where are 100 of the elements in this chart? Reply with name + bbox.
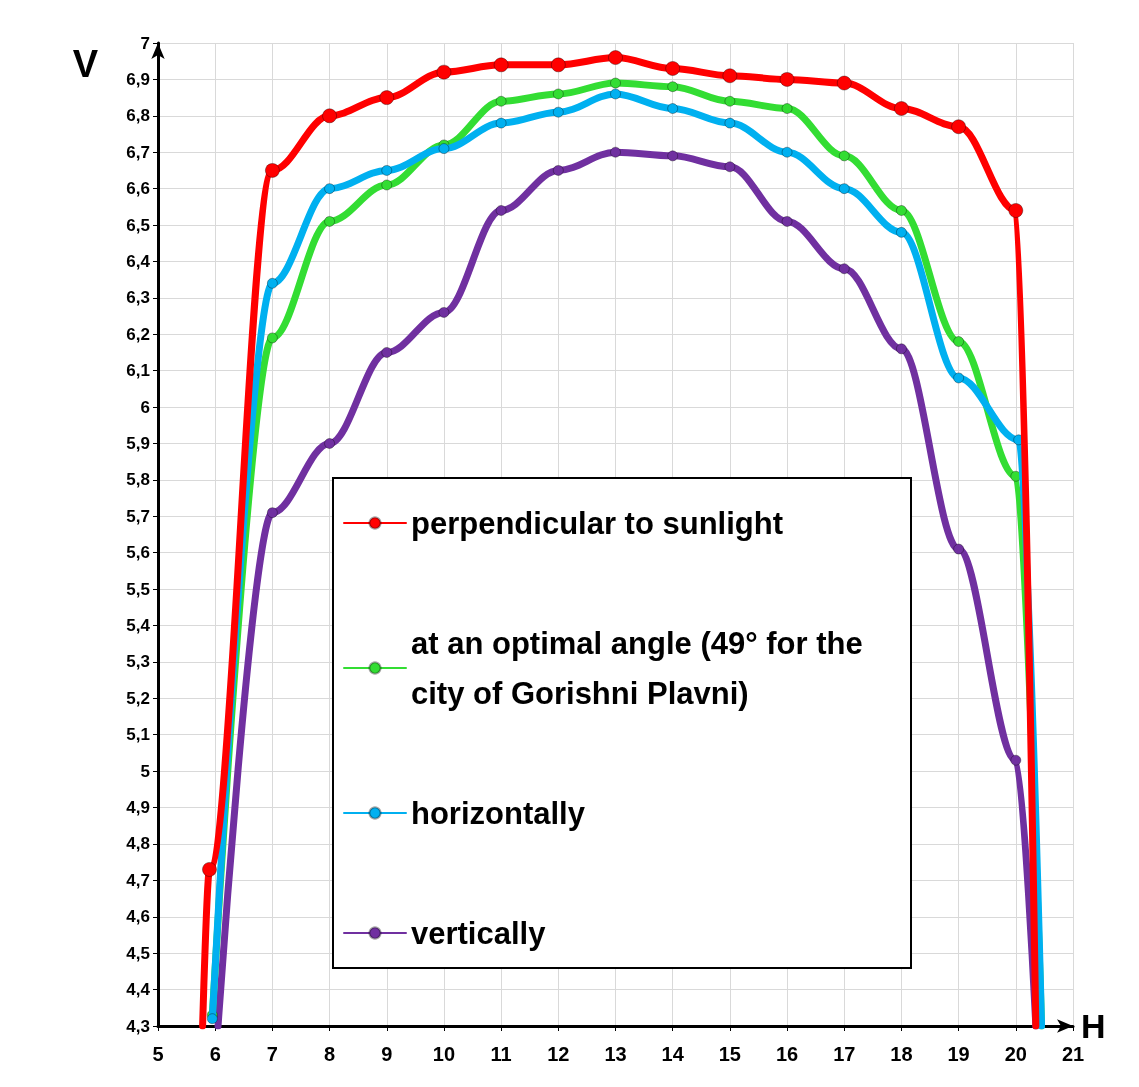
y-tick-label: 4,8 <box>126 834 150 854</box>
point <box>381 164 393 176</box>
y-tick-label: 6,8 <box>126 106 150 126</box>
x-tick-label: 6 <box>209 1043 221 1065</box>
point <box>495 117 507 129</box>
y-tick-label: 5,1 <box>126 725 150 745</box>
point <box>781 103 793 115</box>
y-tick-label: 4,3 <box>126 1016 150 1036</box>
point <box>953 543 965 555</box>
point <box>550 57 566 73</box>
legend-label: horizontally <box>411 795 586 831</box>
y-tick-label: 6,2 <box>126 324 150 344</box>
y-tick-label: 5,4 <box>126 616 151 636</box>
y-tick-label: 5,6 <box>126 543 150 563</box>
y-tick-label: 6,1 <box>126 361 150 381</box>
y-tick-label: 6,6 <box>126 179 150 199</box>
point <box>438 306 450 318</box>
x-tick-label: 21 <box>1061 1043 1085 1065</box>
point <box>951 119 967 135</box>
y-tick-label: 4,5 <box>126 943 150 963</box>
x-tick-label: 18 <box>890 1043 913 1065</box>
point <box>324 183 336 195</box>
point <box>381 346 393 358</box>
x-tick-label: 9 <box>381 1043 393 1065</box>
point <box>781 146 793 158</box>
point <box>201 861 217 877</box>
point <box>381 179 393 191</box>
point <box>266 277 278 289</box>
point <box>1010 754 1022 766</box>
point <box>610 146 621 158</box>
y-tick-label: 4,4 <box>126 980 151 1000</box>
y-tick-label: 6 <box>140 397 150 417</box>
point <box>322 108 338 124</box>
y-tick-label: 4,7 <box>126 870 150 890</box>
y-axis-title: V <box>72 43 99 85</box>
point <box>893 101 909 117</box>
y-tick-label: 5 <box>140 761 150 781</box>
y-tick-label: 5,2 <box>126 688 150 708</box>
x-tick-label: 12 <box>547 1043 570 1065</box>
point <box>724 161 736 173</box>
y-tick-label: 6,4 <box>126 251 151 271</box>
point <box>667 150 679 162</box>
x-tick-label: 20 <box>1004 1043 1027 1065</box>
y-tick-label: 5,7 <box>126 506 150 526</box>
point <box>779 71 795 87</box>
y-tick-label: 6,5 <box>126 215 150 235</box>
y-tick-label: 6,9 <box>126 69 150 89</box>
y-tick-label: 5,9 <box>126 433 150 453</box>
point <box>836 75 852 91</box>
legend-label: perpendicular to sunlight <box>411 505 784 541</box>
point <box>781 215 793 227</box>
point <box>838 183 850 195</box>
point <box>610 77 621 89</box>
point <box>324 437 336 449</box>
x-tick-label: 8 <box>324 1043 336 1065</box>
x-axis-title: H <box>1081 1007 1106 1045</box>
y-tick-label: 4,6 <box>126 907 150 927</box>
y-tick-label: 5,5 <box>126 579 150 599</box>
point <box>206 1013 218 1025</box>
point <box>608 50 623 66</box>
point <box>667 103 679 115</box>
x-tick-label: 14 <box>661 1043 685 1065</box>
point <box>895 226 907 238</box>
point <box>495 95 507 107</box>
x-tick-label: 19 <box>947 1043 970 1065</box>
point <box>266 332 278 344</box>
point <box>266 507 278 519</box>
point <box>724 117 736 129</box>
point <box>324 215 336 227</box>
point <box>1008 202 1024 218</box>
point <box>552 164 564 176</box>
point <box>895 204 907 216</box>
x-tick-label: 7 <box>266 1043 278 1065</box>
point <box>552 88 564 100</box>
point <box>953 372 965 384</box>
y-tick-label: 5,8 <box>126 470 150 490</box>
point <box>610 88 621 100</box>
x-tick-label: 11 <box>490 1043 512 1065</box>
x-tick-label: 16 <box>775 1043 799 1065</box>
point <box>436 64 452 80</box>
point <box>838 263 850 275</box>
point <box>495 204 507 216</box>
x-tick-label: 17 <box>833 1043 856 1065</box>
point <box>552 106 564 118</box>
point <box>438 143 450 155</box>
point <box>724 95 736 107</box>
x-tick-label: 15 <box>718 1043 741 1065</box>
x-tick-label: 10 <box>432 1043 456 1065</box>
point <box>953 336 965 348</box>
x-tick-label: 13 <box>604 1043 627 1065</box>
y-tick-label: 6,7 <box>126 142 150 162</box>
point <box>264 162 280 178</box>
legend-label: at an optimal angle (49° for the city of Gorishni Plavni) <box>411 625 872 711</box>
point <box>493 57 509 73</box>
y-tick-label: 4,9 <box>126 798 150 818</box>
y-tick-label: 7 <box>140 33 150 53</box>
point <box>838 150 850 162</box>
point <box>722 68 738 84</box>
point <box>895 343 907 355</box>
point <box>667 81 679 93</box>
